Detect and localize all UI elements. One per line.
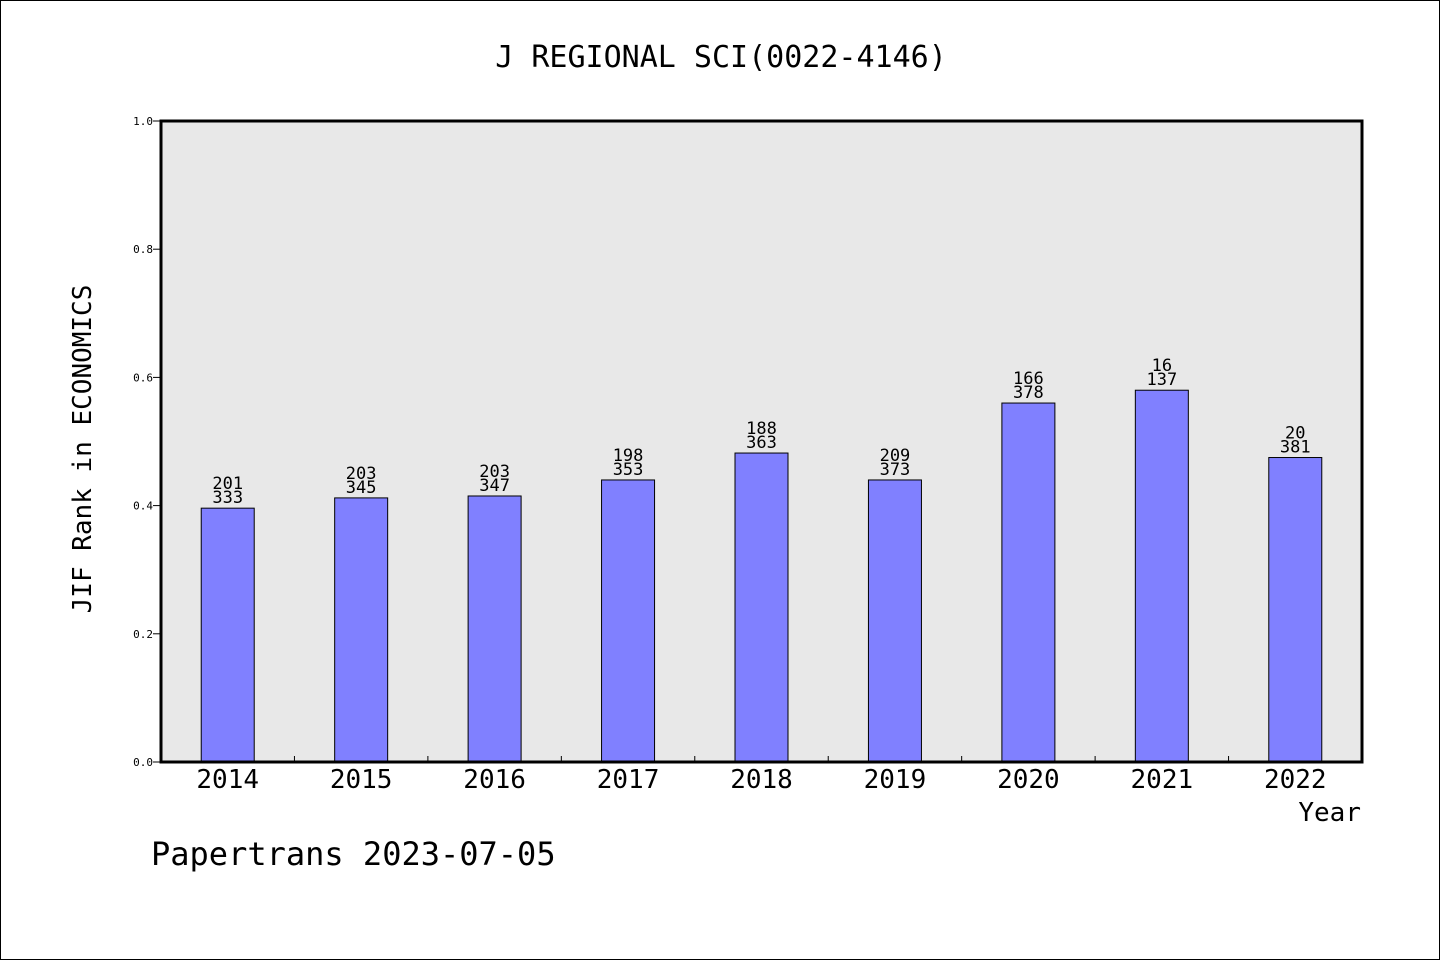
bar-2018 — [734, 452, 789, 763]
bar-2019 — [867, 479, 922, 763]
rank-label: 20 — [1285, 424, 1305, 444]
y-axis-label: JIF Rank in ECONOMICS — [68, 285, 98, 614]
total-label: 137 — [1146, 370, 1177, 390]
y-tick-label: 1.0 — [133, 115, 153, 128]
total-label: 381 — [1280, 438, 1311, 458]
x-tick-label: 2022 — [1264, 765, 1327, 795]
total-label: 353 — [613, 460, 644, 480]
bar-2021 — [1134, 389, 1189, 763]
x-tick-label: 2020 — [997, 765, 1060, 795]
total-label: 345 — [346, 478, 377, 498]
chart-title: J REGIONAL SCI(0022-4146) — [495, 40, 947, 75]
rank-label: 203 — [479, 462, 510, 482]
plot-border — [159, 119, 1364, 764]
y-tick-label: 0.8 — [133, 243, 153, 256]
y-axis: 0.0 0.2 0.4 0.6 0.8 1.0 — [133, 115, 161, 769]
x-tick-label: 2017 — [597, 765, 660, 795]
total-label: 347 — [479, 476, 510, 496]
rank-label: 203 — [346, 464, 377, 484]
total-label: 378 — [1013, 383, 1044, 403]
rank-label: 209 — [880, 446, 911, 466]
bar-2022 — [1268, 457, 1323, 763]
bar-2016 — [467, 495, 522, 763]
rank-label: 201 — [212, 474, 243, 494]
y-tick-label: 0.0 — [133, 756, 153, 769]
y-tick-label: 0.4 — [133, 500, 153, 513]
y-tick-label: 0.6 — [133, 371, 153, 384]
footer-text: Papertrans 2023-07-05 — [151, 835, 556, 873]
bars — [200, 389, 1323, 763]
x-tick-label: 2016 — [463, 765, 526, 795]
x-tick-label: 2019 — [864, 765, 927, 795]
rank-label: 166 — [1013, 369, 1044, 389]
total-label: 363 — [746, 433, 777, 453]
y-tick-label: 0.2 — [133, 628, 153, 641]
rank-label: 16 — [1152, 356, 1172, 376]
bar-2017 — [601, 479, 656, 763]
rank-label: 188 — [746, 419, 777, 439]
total-label: 333 — [212, 488, 243, 508]
rank-label: 198 — [613, 446, 644, 466]
x-tick-label: 2014 — [196, 765, 259, 795]
bar-2015 — [334, 497, 389, 763]
total-label: 373 — [880, 460, 911, 480]
bar-labels: 2014201333201520334520162033472017198353… — [196, 356, 1326, 795]
x-tick-label: 2018 — [730, 765, 793, 795]
bar-2020 — [1001, 402, 1056, 763]
bar-2014 — [200, 507, 255, 763]
x-axis-label: Year — [1298, 798, 1361, 828]
x-tick-label: 2015 — [330, 765, 393, 795]
x-tick-label: 2021 — [1131, 765, 1194, 795]
